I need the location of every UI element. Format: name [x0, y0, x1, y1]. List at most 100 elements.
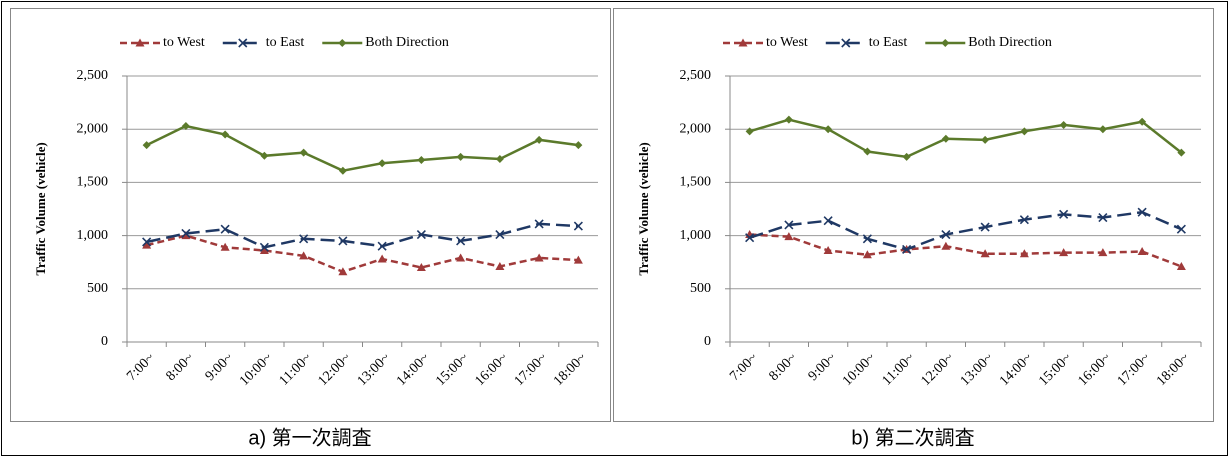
marker-stroke — [181, 228, 191, 239]
marker-stroke — [1176, 224, 1186, 234]
marker-stroke — [784, 220, 794, 230]
legend-label: to West — [766, 35, 808, 50]
marker — [495, 261, 505, 270]
marker-stroke — [495, 229, 505, 240]
marker — [135, 38, 145, 47]
y-tick-label: 2,000 — [680, 121, 712, 136]
marker-stroke — [862, 234, 872, 244]
marker-stroke — [980, 222, 990, 232]
marker — [862, 250, 872, 259]
x-tick-label: 17:00~ — [512, 350, 551, 389]
marker — [1098, 248, 1108, 257]
marker-stroke — [1019, 215, 1029, 225]
marker — [142, 240, 152, 249]
y-axis-title: Traffic Volume (vehicle) — [33, 142, 48, 275]
x-tick-label: 18:00~ — [551, 350, 590, 389]
marker — [220, 242, 230, 251]
legend-label: to East — [266, 35, 305, 50]
x-tick-label: 15:00~ — [433, 350, 472, 389]
legend-label: to West — [163, 35, 205, 50]
marker — [1020, 127, 1029, 136]
marker — [902, 152, 911, 161]
marker — [417, 156, 426, 165]
series-line — [749, 210, 1182, 251]
marker-stroke — [745, 233, 755, 243]
series-line — [749, 233, 1182, 268]
marker-stroke — [416, 229, 426, 240]
marker — [220, 224, 230, 234]
marker — [738, 38, 748, 47]
marker — [1177, 148, 1186, 157]
legend-label: Both Direction — [968, 35, 1052, 50]
marker — [1176, 261, 1186, 270]
marker — [1019, 215, 1029, 225]
y-tick-label: 0 — [101, 334, 108, 349]
marker-stroke — [259, 242, 269, 252]
marker — [941, 134, 950, 143]
marker — [495, 154, 504, 163]
marker — [941, 229, 951, 240]
marker — [1137, 247, 1147, 256]
marker — [745, 127, 754, 136]
marker — [456, 253, 466, 262]
y-tick-label: 1,500 — [680, 175, 712, 190]
x-tick-label: 10:00~ — [237, 350, 276, 389]
marker — [573, 255, 583, 264]
marker — [221, 130, 230, 139]
x-tick-label: 14:00~ — [997, 350, 1036, 389]
marker — [1059, 248, 1069, 257]
marker — [378, 159, 387, 168]
marker — [338, 166, 347, 175]
marker — [981, 135, 990, 144]
marker — [1176, 224, 1186, 234]
legend-label: to East — [869, 35, 908, 50]
marker — [1137, 207, 1147, 217]
panel-frame — [10, 8, 611, 422]
marker — [980, 222, 990, 232]
marker — [862, 234, 872, 244]
caption: b) 第二次調査 — [851, 426, 974, 449]
x-tick-label: 13:00~ — [355, 350, 394, 389]
marker — [299, 148, 308, 157]
marker — [863, 147, 872, 156]
x-tick-label: 7:00~ — [124, 350, 158, 384]
x-tick-label: 15:00~ — [1036, 350, 1075, 389]
y-axis-title: Traffic Volume (vehicle) — [636, 142, 651, 275]
x-tick-label: 10:00~ — [840, 350, 879, 389]
x-tick-label: 16:00~ — [1075, 350, 1114, 389]
marker-stroke — [238, 38, 248, 48]
legend-label: Both Direction — [365, 35, 449, 50]
y-tick-label: 0 — [704, 334, 711, 349]
marker — [142, 141, 151, 150]
y-tick-label: 1,000 — [77, 228, 109, 243]
y-tick-label: 2,000 — [77, 121, 109, 136]
marker-stroke — [299, 234, 309, 244]
marker — [784, 220, 794, 230]
marker — [1138, 117, 1147, 126]
marker-stroke — [456, 236, 466, 246]
marker — [1098, 212, 1108, 223]
marker — [416, 263, 426, 272]
x-tick-label: 14:00~ — [394, 350, 433, 389]
marker — [745, 233, 755, 243]
marker — [574, 141, 583, 150]
marker — [259, 245, 269, 254]
marker-stroke — [1098, 212, 1108, 223]
marker — [1019, 249, 1029, 258]
x-tick-label: 7:00~ — [727, 350, 761, 384]
marker — [338, 236, 348, 246]
marker-stroke — [220, 224, 230, 234]
marker-stroke — [823, 216, 833, 226]
marker-stroke — [841, 38, 851, 48]
panel-frame — [613, 8, 1214, 422]
marker — [299, 251, 309, 260]
marker-stroke — [534, 219, 544, 229]
series-line — [146, 124, 579, 172]
marker — [238, 38, 248, 48]
marker-stroke — [902, 244, 912, 254]
x-tick-label: 18:00~ — [1154, 350, 1193, 389]
marker — [573, 221, 583, 231]
y-tick-label: 1,000 — [680, 228, 712, 243]
